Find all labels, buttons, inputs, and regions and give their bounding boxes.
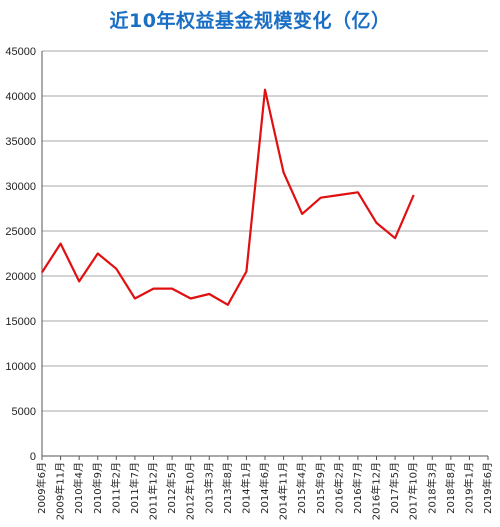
x-tick-label: 2010年9月	[91, 462, 104, 514]
x-tick-label: 2009年11月	[54, 462, 67, 520]
chart-title: 近10年权益基金规模变化（亿）	[109, 10, 391, 32]
x-tick-label: 2016年2月	[332, 462, 345, 514]
y-tick-label: 20000	[5, 271, 36, 283]
x-tick-label: 2009年6月	[35, 462, 48, 514]
x-tick-label: 2019年6月	[481, 462, 494, 514]
series-layer	[41, 88, 415, 306]
x-tick-label: 2016年12月	[370, 462, 383, 520]
x-tick-label: 2011年12月	[147, 462, 160, 520]
y-tick-label: 45000	[5, 46, 36, 58]
x-tick-label: 2017年10月	[407, 462, 420, 520]
y-tick-label: 0	[30, 451, 36, 463]
y-tick-label: 30000	[5, 181, 36, 193]
x-tick-label: 2011年2月	[109, 462, 122, 514]
x-tick-label: 2013年8月	[221, 462, 234, 514]
x-tick-label: 2012年5月	[165, 462, 178, 514]
y-tick-label: 35000	[5, 136, 36, 148]
x-tick-label: 2015年9月	[314, 462, 327, 514]
x-tick-label: 2016年7月	[351, 462, 364, 514]
series-line	[41, 88, 415, 306]
y-tick-label: 40000	[5, 91, 36, 103]
y-tick-label: 15000	[5, 316, 36, 328]
x-tick-label: 2019年1月	[462, 462, 475, 514]
x-tick-label: 2010年4月	[72, 462, 85, 514]
x-tick-label: 2014年11月	[277, 462, 290, 520]
x-tick-label: 2017年5月	[388, 462, 401, 514]
x-tick-label: 2015年4月	[295, 462, 308, 514]
x-tick-label: 2018年8月	[444, 462, 457, 514]
y-tick-label: 5000	[12, 406, 36, 418]
x-tick-label: 2011年7月	[128, 462, 141, 514]
y-tick-label: 25000	[5, 226, 36, 238]
x-tick-label: 2018年3月	[425, 462, 438, 514]
x-tick-label: 2012年10月	[184, 462, 197, 520]
y-tick-label: 10000	[5, 361, 36, 373]
x-tick-labels: 2009年6月 2009年11月 2010年4月 2010年9月 2011年2月 2011…	[35, 462, 494, 520]
x-tick-label: 2013年3月	[202, 462, 215, 514]
x-tick-label: 2014年1月	[239, 462, 252, 514]
axes	[41, 51, 489, 460]
x-tick-label: 2014年6月	[258, 462, 271, 514]
gridlines	[42, 50, 488, 412]
y-tick-labels: 0 5000 10000 15000 20000 25000 30000 35000 40000…	[5, 46, 36, 463]
